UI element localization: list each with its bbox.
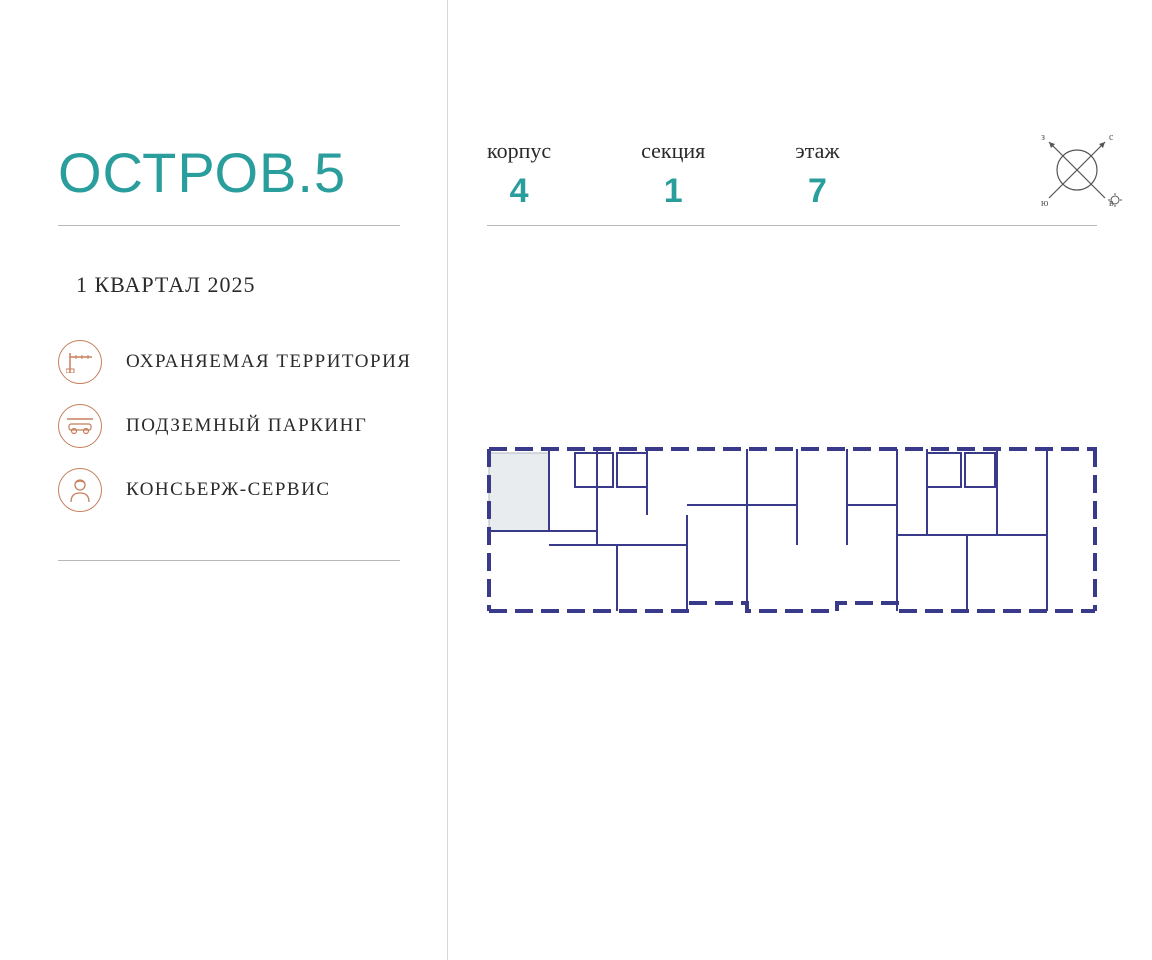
compass-w: з: [1041, 132, 1045, 143]
left-panel: ОСТРОВ.5 1 КВАРТАЛ 2025 ОХРАНЯЕМАЯ ТЕРРИ…: [0, 0, 447, 960]
concierge-icon: [58, 468, 102, 512]
compass-n: с: [1109, 132, 1114, 143]
info-section-label: секция: [641, 138, 705, 164]
divider-left-top: [58, 225, 400, 226]
gate-icon: [58, 340, 102, 384]
info-floor: этаж 7: [795, 138, 839, 211]
info-corpus-value: 4: [487, 172, 551, 211]
divider-right: [487, 225, 1097, 226]
parking-icon: [58, 404, 102, 448]
info-corpus-label: корпус: [487, 138, 551, 164]
feature-parking: ПОДЗЕМНЫЙ ПАРКИНГ: [58, 404, 411, 448]
right-panel: корпус 4 секция 1 этаж 7 з с: [447, 0, 1152, 960]
floorplan-diagram: [487, 445, 1097, 615]
info-section-value: 1: [641, 172, 705, 211]
info-corpus: корпус 4: [487, 138, 551, 211]
feature-parking-label: ПОДЗЕМНЫЙ ПАРКИНГ: [126, 415, 367, 437]
completion-date: 1 КВАРТАЛ 2025: [76, 272, 256, 298]
compass-icon: з с ю в: [1027, 120, 1127, 225]
feature-guarded: ОХРАНЯЕМАЯ ТЕРРИТОРИЯ: [58, 340, 411, 384]
info-floor-value: 7: [795, 172, 839, 211]
feature-concierge-label: КОНСЬЕРЖ-СЕРВИС: [126, 479, 331, 501]
feature-concierge: КОНСЬЕРЖ-СЕРВИС: [58, 468, 411, 512]
compass-s: ю: [1041, 198, 1049, 209]
features-list: ОХРАНЯЕМАЯ ТЕРРИТОРИЯ ПОДЗЕМНЫЙ ПАРКИНГ: [58, 340, 411, 532]
info-section: секция 1: [641, 138, 705, 211]
project-title: ОСТРОВ.5: [58, 140, 346, 205]
info-floor-label: этаж: [795, 138, 839, 164]
feature-guarded-label: ОХРАНЯЕМАЯ ТЕРРИТОРИЯ: [126, 351, 411, 373]
building-info-row: корпус 4 секция 1 этаж 7 з с: [487, 138, 1127, 211]
divider-left-bottom: [58, 560, 400, 561]
